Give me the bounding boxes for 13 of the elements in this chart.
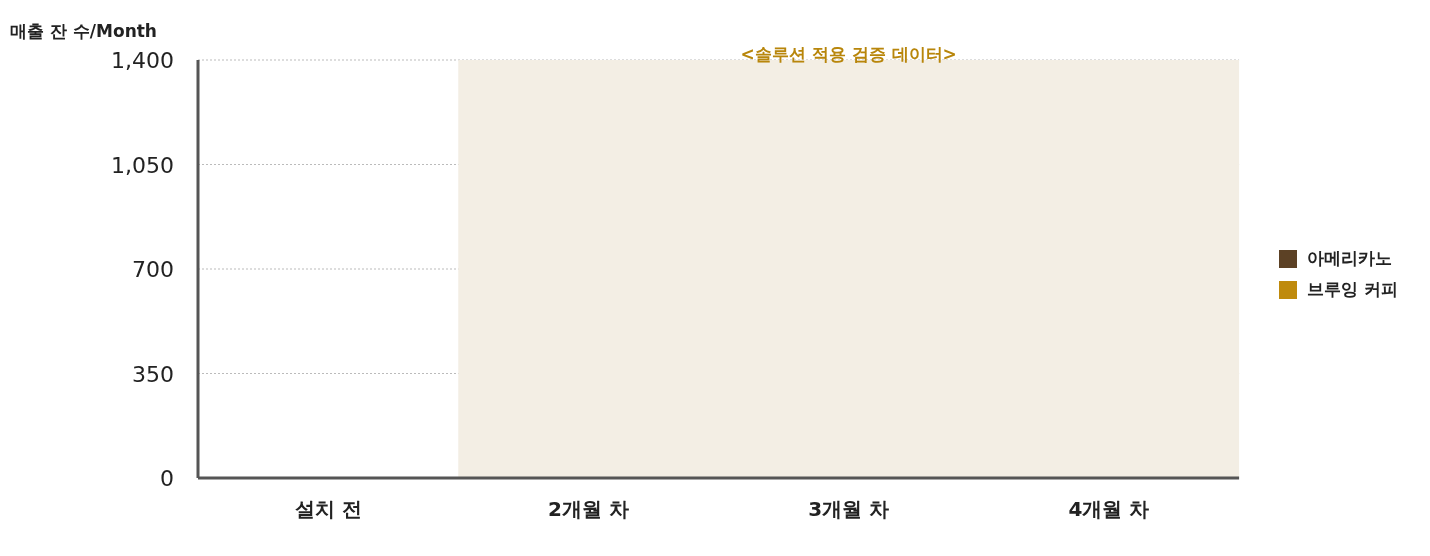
x-tick-label: 4개월 차 (1068, 497, 1150, 522)
x-tick-label: 3개월 차 (808, 497, 890, 522)
y-tick-label: 350 (132, 361, 174, 387)
band-label: <솔루션 적용 검증 데이터> (740, 44, 957, 65)
legend-label: 아메리카노 (1307, 247, 1393, 270)
y-tick-label: 1,050 (111, 152, 174, 178)
x-tick-label: 설치 전 (294, 497, 362, 522)
x-tick-label: 2개월 차 (547, 497, 629, 522)
y-tick-label: 1,400 (111, 48, 174, 73)
y-tick-label: 700 (132, 257, 174, 282)
y-tick-label: 0 (160, 466, 174, 491)
legend-label: 브루잉 커피 (1307, 278, 1398, 301)
y-axis-title: 매출 잔 수/Month (10, 20, 157, 43)
